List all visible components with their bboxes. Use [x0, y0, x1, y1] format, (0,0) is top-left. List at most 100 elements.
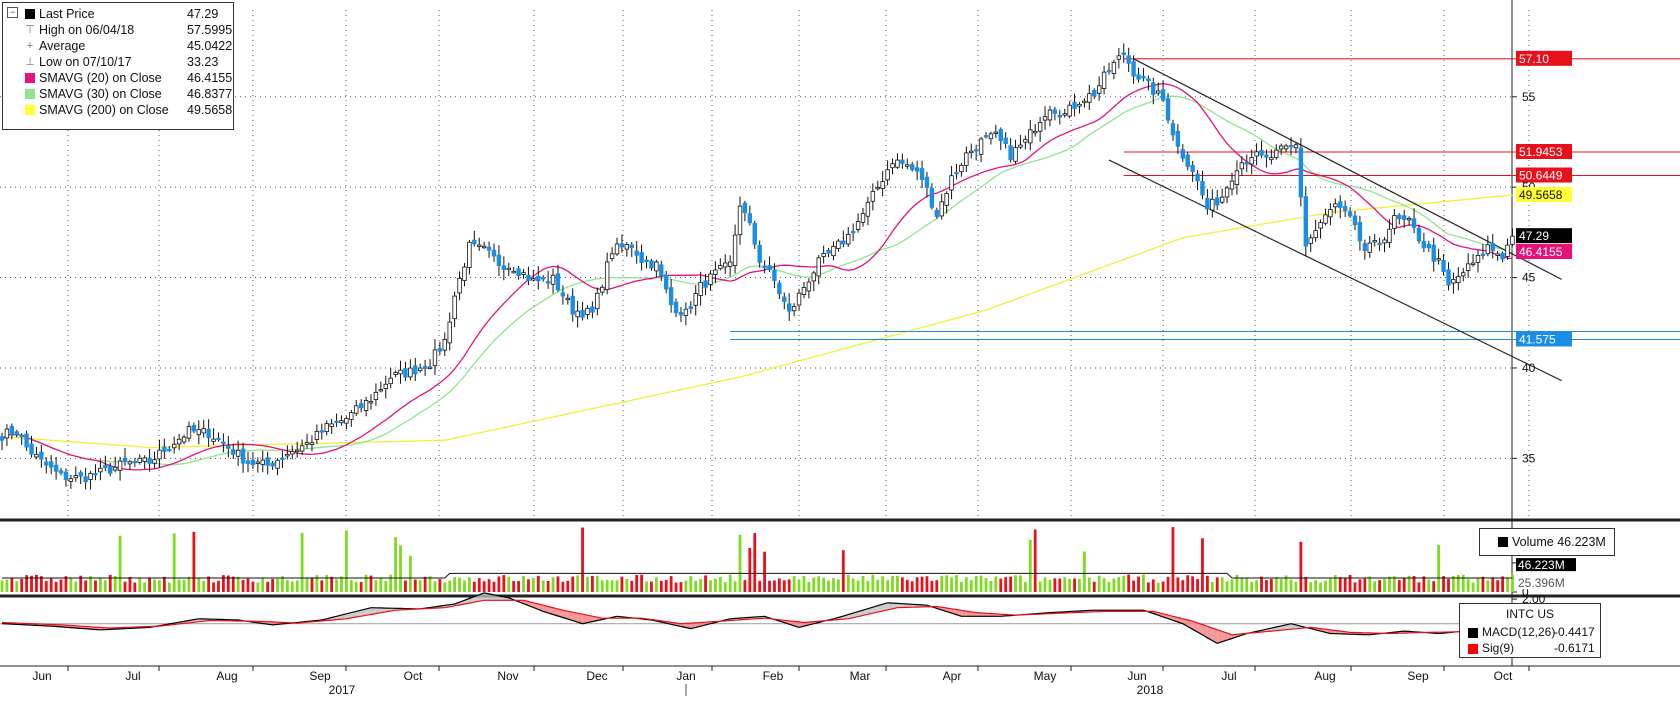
x-month-label: Sep: [309, 669, 331, 683]
x-month-label: Jan: [676, 669, 695, 683]
candle-body: [1397, 215, 1401, 219]
volume-bar: [1398, 580, 1401, 592]
volume-bar: [1068, 579, 1071, 592]
candle-body: [1009, 146, 1013, 160]
volume-bar: [621, 577, 624, 592]
x-month-label: Jun: [1127, 669, 1146, 683]
volume-bar: [527, 579, 530, 592]
candle-body: [989, 134, 993, 139]
candle-body: [684, 309, 688, 315]
volume-bar: [473, 582, 476, 592]
candle-body: [846, 234, 850, 244]
volume-bar: [271, 579, 274, 592]
volume-bar: [291, 581, 294, 592]
candle-body: [40, 452, 44, 459]
candle-body: [507, 268, 511, 270]
x-month-label: Nov: [497, 669, 518, 683]
volume-bar: [1157, 583, 1160, 592]
volume-bar: [65, 576, 68, 592]
volume-bar: [965, 577, 968, 592]
volume-bar: [763, 552, 766, 592]
candle-body: [35, 454, 39, 457]
candle-body: [104, 465, 108, 467]
volume-bar: [1255, 580, 1258, 592]
volume-bar: [488, 579, 491, 592]
candle-body: [925, 177, 929, 187]
volume-last-label: 25.396M: [1518, 576, 1565, 590]
volume-bar: [1324, 581, 1327, 592]
candle-body: [802, 287, 806, 294]
volume-bar: [158, 580, 161, 592]
candle-body: [723, 263, 727, 267]
volume-bar: [1511, 575, 1514, 592]
candle-body: [1186, 155, 1190, 167]
candle-body: [679, 312, 683, 315]
candle-body: [596, 293, 600, 308]
legend-value: 57.5995: [187, 22, 232, 38]
candle-body: [605, 262, 609, 290]
volume-bar: [143, 582, 146, 592]
candle-body: [1353, 216, 1357, 225]
volume-bar: [694, 581, 697, 592]
candle-body: [25, 434, 29, 447]
candle-body: [389, 378, 393, 384]
volume-bar: [1442, 576, 1445, 592]
legend-swatch: [25, 89, 35, 99]
candle-body: [536, 276, 540, 281]
candle-body: [5, 429, 9, 438]
volume-bar: [207, 576, 210, 592]
volume-bar: [60, 580, 63, 592]
volume-bar: [729, 575, 732, 592]
candle-body: [522, 273, 526, 275]
candle-body: [1151, 83, 1155, 95]
candle-body: [1348, 212, 1352, 216]
volume-swatch: [1498, 537, 1508, 547]
candle-body: [246, 461, 250, 464]
volume-bar: [645, 581, 648, 592]
volume-bar: [611, 580, 614, 592]
candle-body: [443, 339, 447, 350]
candle-body: [674, 302, 678, 313]
candle-body: [719, 266, 723, 269]
candle-body: [15, 432, 19, 435]
candle-body: [1161, 90, 1165, 101]
volume-bar: [1093, 582, 1096, 592]
volume-bar: [365, 575, 368, 592]
volume-bar: [1088, 578, 1091, 592]
volume-last-label: 46.223M: [1518, 558, 1565, 572]
volume-bar: [522, 576, 525, 592]
candle-body: [940, 202, 944, 216]
candle-body: [369, 401, 373, 403]
volume-bar: [714, 579, 717, 592]
volume-bar: [217, 581, 220, 592]
volume-bar: [252, 582, 255, 592]
volume-bar: [1427, 579, 1430, 592]
candle-body: [787, 304, 791, 311]
volume-bar: [940, 576, 943, 592]
volume-bar: [1221, 577, 1224, 592]
volume-bar: [1418, 582, 1421, 592]
volume-bar: [1073, 579, 1076, 592]
volume-bar: [296, 580, 299, 592]
candle-body: [202, 428, 206, 432]
volume-bar: [566, 581, 569, 592]
candle-body: [271, 463, 275, 466]
candle-body: [54, 465, 58, 471]
legend-swatch: [25, 73, 35, 83]
candle-body: [458, 278, 462, 293]
candle-body: [635, 251, 639, 255]
volume-bar: [1270, 579, 1273, 592]
candle-body: [1363, 244, 1367, 251]
candle-body: [1447, 270, 1451, 285]
volume-bar: [1354, 582, 1357, 592]
volume-bar: [1039, 582, 1042, 592]
volume-bar: [768, 581, 771, 592]
volume-bar: [438, 579, 441, 592]
volume-bar: [261, 578, 264, 592]
volume-bar: [1167, 577, 1170, 592]
candle-body: [158, 450, 162, 459]
volume-bar: [448, 581, 451, 592]
volume-bar: [591, 576, 594, 592]
